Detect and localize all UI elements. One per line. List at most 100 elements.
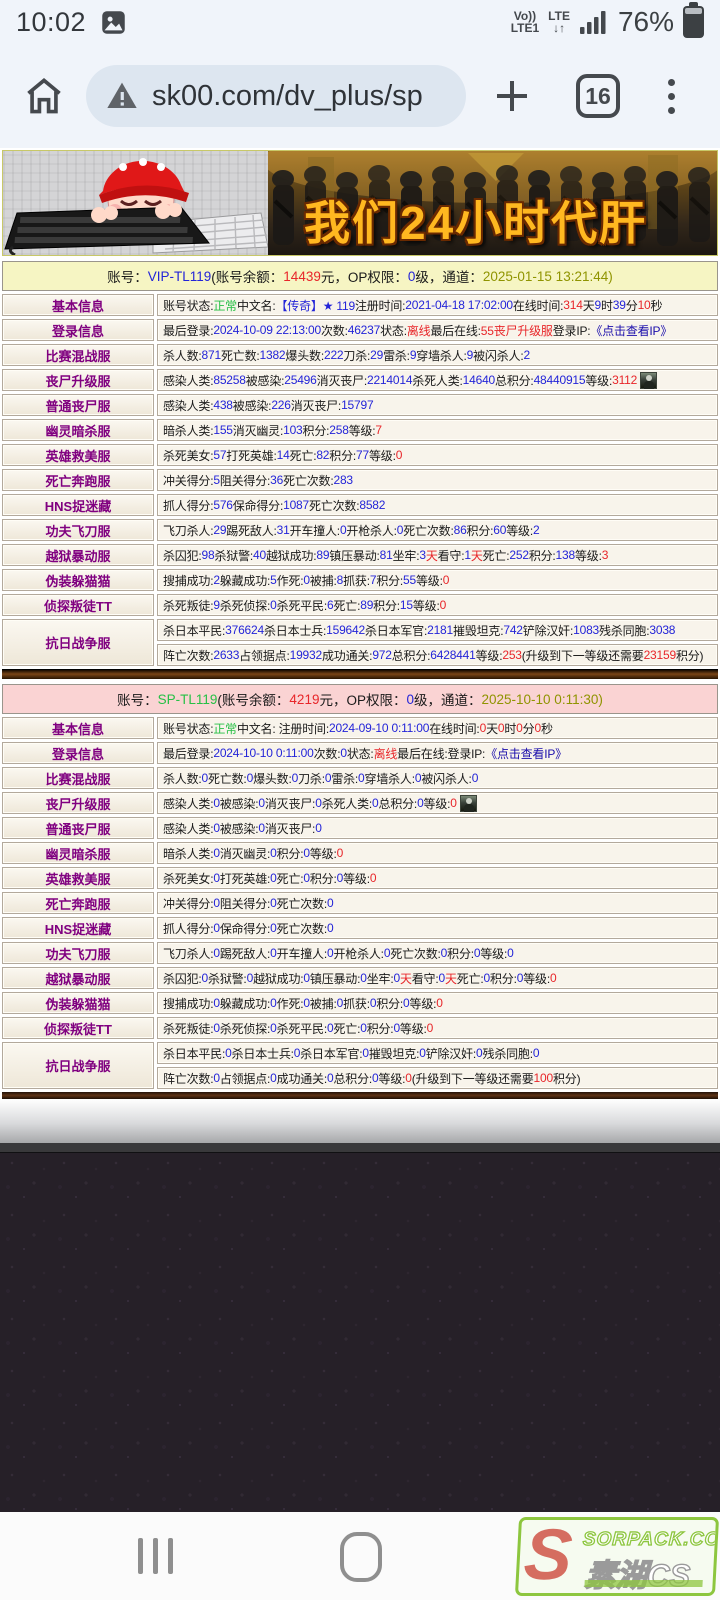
row-label: 幽灵暗杀服 <box>2 419 154 441</box>
table-row: 伪装躲猫猫 搜捕成功: 2 躲藏成功: 5 作死: 0 被捕: 8 抓获: 7 积… <box>2 569 718 591</box>
row-values: 搜捕成功: 0 躲藏成功: 0 作死: 0 被捕: 0 抓获: 0 积分: 0 … <box>157 992 718 1014</box>
row-label: 英雄救美服 <box>2 867 154 889</box>
account-stats-tables: 账号： VIP-TL119 (账号余额： 14439 元，OP权限： 0 级，通道： 2025… <box>0 256 720 1099</box>
row-values: 杀死美女: 57 打死英雄: 14 死亡: 82 积分: 77 等级: 0 <box>157 444 718 466</box>
watermark-cn-text: 素湖CS <box>583 1557 691 1593</box>
row-label: 基本信息 <box>2 717 154 739</box>
row-label: 侦探叛徒TT <box>2 594 154 616</box>
browser-menu-button[interactable] <box>668 78 675 114</box>
row-values: 杀人数: 871 死亡数: 1382 爆头数: 222 刀杀: 29 雷杀: 9… <box>157 344 718 366</box>
row-values: 账号状态: 正常 中文名: 注册时间: 2024-09-10 0:11:00 在… <box>157 717 718 739</box>
row-label: 功夫飞刀服 <box>2 519 154 541</box>
table-row: 伪装躲猫猫 搜捕成功: 0 躲藏成功: 0 作死: 0 被捕: 0 抓获: 0 积… <box>2 992 718 1014</box>
row-label: 比赛混战服 <box>2 767 154 789</box>
table-row: 基本信息 账号状态: 正常 中文名: 【传奇】★ 119 注册时间: 2021-0… <box>2 294 718 316</box>
tab-counter-button[interactable]: 16 <box>576 74 620 118</box>
banner-slogan: 我们24小时代肝 <box>304 197 648 249</box>
player-avatar <box>459 794 477 812</box>
row-values: 感染人类: 0 被感染: 0 消灭丧尸: 0 杀死人类: 0 总积分: 0 等级… <box>157 792 718 814</box>
table-row: 越狱暴动服 杀囚犯: 98 杀狱警: 40 越狱成功: 89 镇压暴动: 81 坐… <box>2 544 718 566</box>
url-text: sk00.com/dv_plus/sp <box>152 79 423 112</box>
row-values: 杀日本平民: 0 杀日本士兵: 0 杀日本军官: 0 摧毁坦克: 0 铲除汉奸:… <box>157 1042 718 1064</box>
watermark-strip <box>584 1580 703 1587</box>
home-button[interactable] <box>22 74 66 118</box>
android-status-bar: 10:02 Vo)) LTE1 LTE ↓↑ 76% <box>0 0 720 44</box>
page-footer-gradient <box>0 1099 720 1143</box>
table-row: HNS捉迷藏 抓人得分: 0 保命得分: 0 死亡次数: 0 <box>2 917 718 939</box>
table-row: 幽灵暗杀服 暗杀人类: 0 消灭幽灵: 0 积分: 0 等级: 0 <box>2 842 718 864</box>
table-row: 比赛混战服 杀人数: 871 死亡数: 1382 爆头数: 222 刀杀: 29 … <box>2 344 718 366</box>
table-row: 抗日战争服 杀日本平民: 376624 杀日本士兵: 159642 杀日本军官: … <box>2 619 718 666</box>
table-row: 功夫飞刀服 飞刀杀人: 29 踢死敌人: 31 开车撞人: 0 开枪杀人: 0 死… <box>2 519 718 541</box>
table-row: 基本信息 账号状态: 正常 中文名: 注册时间: 2024-09-10 0:11:… <box>2 717 718 739</box>
row-label: 抗日战争服 <box>2 619 154 666</box>
ad-banner[interactable]: 我们24小时代肝 <box>2 150 718 256</box>
recents-button[interactable] <box>138 1538 173 1574</box>
row-values: 杀日本平民: 376624 杀日本士兵: 159642 杀日本军官: 2181 … <box>157 619 718 641</box>
row-values: 最后登录: 2024-10-09 22:13:00 次数: 46237 状态: … <box>157 319 718 341</box>
row-label: 基本信息 <box>2 294 154 316</box>
url-bar[interactable]: sk00.com/dv_plus/sp <box>86 65 466 127</box>
row-values: 杀死美女: 0 打死英雄: 0 死亡: 0 积分: 0 等级: 0 <box>157 867 718 889</box>
row-label: 丧尸升级服 <box>2 792 154 814</box>
row-label: 比赛混战服 <box>2 344 154 366</box>
row-label: 伪装躲猫猫 <box>2 992 154 1014</box>
row-values: 阵亡次数: 0 占领据点: 0 成功通关: 0 总积分: 0 等级: 0 (升级… <box>157 1067 718 1089</box>
row-label: 死亡奔跑服 <box>2 469 154 491</box>
row-values: 最后登录: 2024-10-10 0:11:00 次数: 0 状态: 离线 最后… <box>157 742 718 764</box>
notification-image-icon <box>102 10 125 34</box>
table-row: 越狱暴动服 杀囚犯: 0 杀狱警: 0 越狱成功: 0 镇压暴动: 0 坐牢: 0… <box>2 967 718 989</box>
table-row: 丧尸升级服 感染人类: 85258 被感染: 25496 消灭丧尸: 221401… <box>2 369 718 391</box>
table-bottom-border <box>2 1092 718 1099</box>
row-label: 侦探叛徒TT <box>2 1017 154 1039</box>
table-row: 幽灵暗杀服 暗杀人类: 155 消灭幽灵: 103 积分: 258 等级: 7 <box>2 419 718 441</box>
table-row: 侦探叛徒TT 杀死叛徒: 0 杀死侦探: 0 杀死平民: 0 死亡: 0 积分: … <box>2 1017 718 1039</box>
banner-cartoon-figure <box>3 151 269 255</box>
battery-icon <box>683 2 704 38</box>
battery-percentage: 76% <box>617 6 674 37</box>
row-label: HNS捉迷藏 <box>2 917 154 939</box>
row-label: HNS捉迷藏 <box>2 494 154 516</box>
table-row: 登录信息 最后登录: 2024-10-09 22:13:00 次数: 46237 … <box>2 319 718 341</box>
watermark-s-icon: S <box>521 1517 575 1595</box>
table-row: 丧尸升级服 感染人类: 0 被感染: 0 消灭丧尸: 0 杀死人类: 0 总积分:… <box>2 792 718 814</box>
android-nav-bar: S SORPACK.COM 素湖CS <box>0 1512 720 1600</box>
tab-count: 16 <box>585 82 611 109</box>
row-values: 阵亡次数: 2633 占领据点: 19932 成功通关: 972 总积分: 64… <box>157 644 718 666</box>
view-ip-link[interactable]: 《点击查看IP》 <box>590 323 673 338</box>
table-row: 登录信息 最后登录: 2024-10-10 0:11:00 次数: 0 状态: 离… <box>2 742 718 764</box>
table-row: 比赛混战服 杀人数: 0 死亡数: 0 爆头数: 0 刀杀: 0 雷杀: 0 穿墙… <box>2 767 718 789</box>
row-label: 越狱暴动服 <box>2 544 154 566</box>
row-label: 英雄救美服 <box>2 444 154 466</box>
new-tab-button[interactable] <box>492 76 532 116</box>
table-row: 普通丧尸服 感染人类: 438 被感染: 226 消灭丧尸: 15797 <box>2 394 718 416</box>
table-row: 抗日战争服 杀日本平民: 0 杀日本士兵: 0 杀日本军官: 0 摧毁坦克: 0 … <box>2 1042 718 1089</box>
table-row: 英雄救美服 杀死美女: 57 打死英雄: 14 死亡: 82 积分: 77 等级:… <box>2 444 718 466</box>
table-row: 侦探叛徒TT 杀死叛徒: 9 杀死侦探: 0 杀死平民: 6 死亡: 89 积分:… <box>2 594 718 616</box>
row-label: 丧尸升级服 <box>2 369 154 391</box>
row-label: 登录信息 <box>2 319 154 341</box>
row-values: 杀人数: 0 死亡数: 0 爆头数: 0 刀杀: 0 雷杀: 0 穿墙杀人: 0… <box>157 767 718 789</box>
table-row: 普通丧尸服 感染人类: 0 被感染: 0 消灭丧尸: 0 <box>2 817 718 839</box>
row-values: 杀死叛徒: 9 杀死侦探: 0 杀死平民: 6 死亡: 89 积分: 15 等级… <box>157 594 718 616</box>
account-header-sp: 账号： SP-TL119 (账号余额： 4219 元，OP权限： 0 级，通道： 2025-1… <box>2 684 718 714</box>
table-row: HNS捉迷藏 抓人得分: 576 保命得分: 1087 死亡次数: 8582 <box>2 494 718 516</box>
view-ip-link[interactable]: 《点击查看IP》 <box>485 746 567 761</box>
row-values: 搜捕成功: 2 躲藏成功: 5 作死: 0 被捕: 8 抓获: 7 积分: 55… <box>157 569 718 591</box>
row-values: 感染人类: 85258 被感染: 25496 消灭丧尸: 2214014 杀死人… <box>157 369 718 391</box>
home-nav-button[interactable] <box>340 1532 382 1582</box>
table-row: 死亡奔跑服 冲关得分: 5 阻关得分: 36 死亡次数: 283 <box>2 469 718 491</box>
row-label: 普通丧尸服 <box>2 394 154 416</box>
page-background-texture <box>0 1153 720 1512</box>
watermark-logo: S SORPACK.COM 素湖CS <box>514 1517 720 1596</box>
row-values: 抓人得分: 0 保命得分: 0 死亡次数: 0 <box>157 917 718 939</box>
banner-soldiers-image: 我们24小时代肝 <box>268 151 717 255</box>
browser-toolbar: sk00.com/dv_plus/sp 16 <box>0 44 720 148</box>
clock: 10:02 <box>16 6 87 37</box>
player-avatar <box>640 371 658 389</box>
row-values: 感染人类: 438 被感染: 226 消灭丧尸: 15797 <box>157 394 718 416</box>
section-separator <box>2 669 718 679</box>
lte-indicator: LTE ↓↑ <box>548 9 570 35</box>
row-label: 伪装躲猫猫 <box>2 569 154 591</box>
row-label: 普通丧尸服 <box>2 817 154 839</box>
